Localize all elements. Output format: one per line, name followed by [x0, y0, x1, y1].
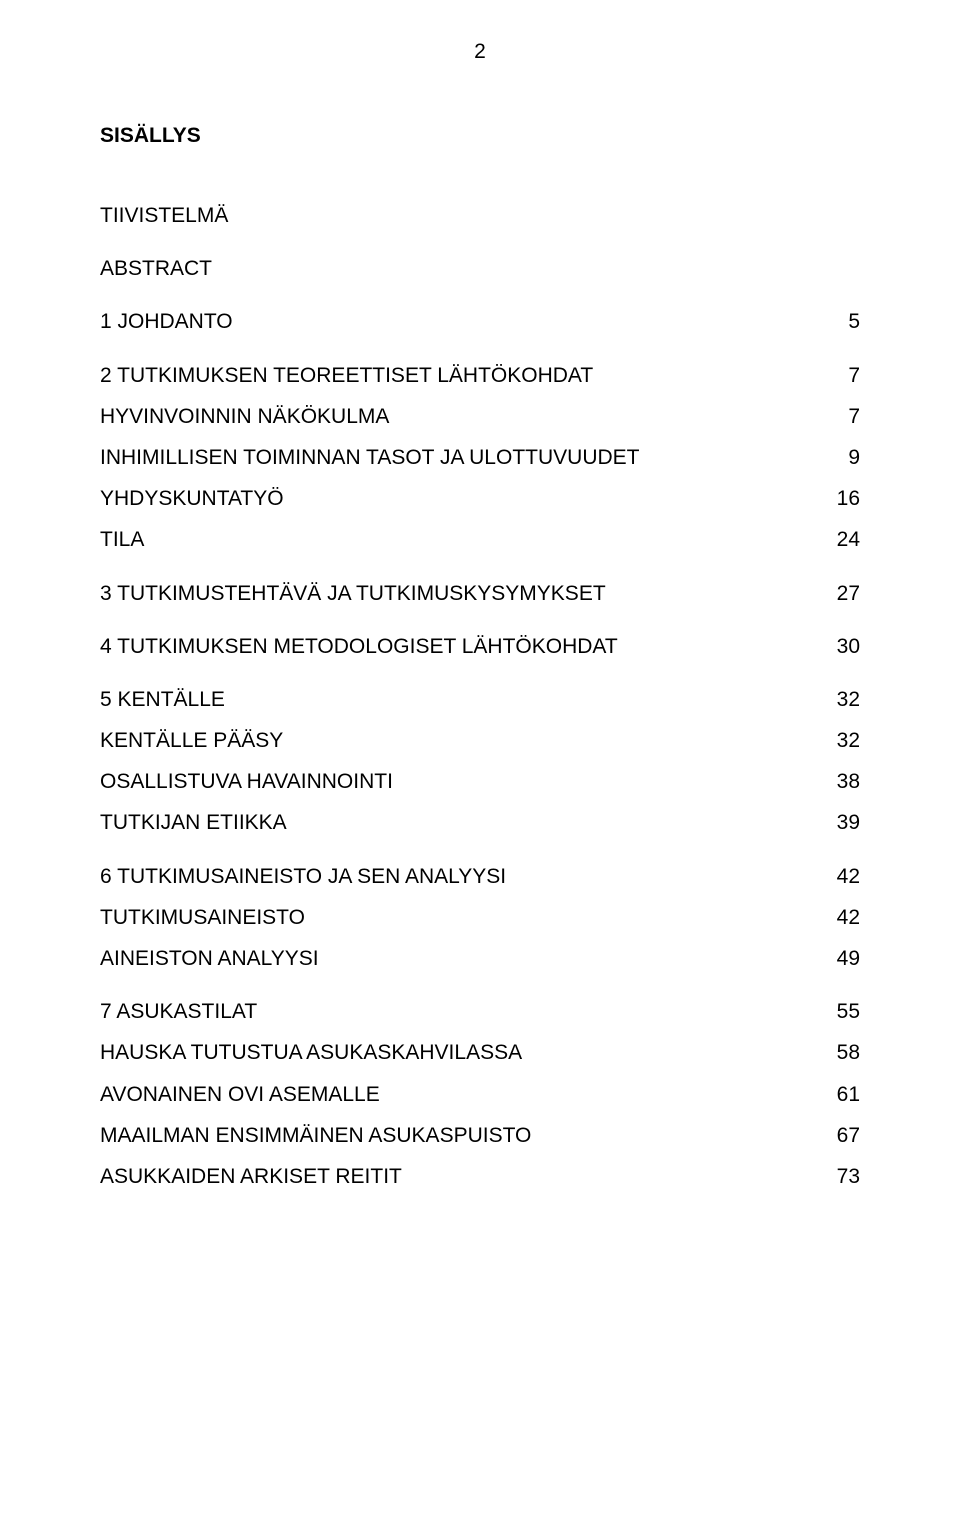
toc-entry: 1 JOHDANTO 5 — [100, 309, 860, 334]
toc-entry: AINEISTON ANALYYSI 49 — [100, 946, 860, 971]
toc-entry-page: 61 — [820, 1082, 860, 1107]
toc-entry-label: 4 TUTKIMUKSEN METODOLOGISET LÄHTÖKOHDAT — [100, 634, 618, 659]
toc-entry-label: 7 ASUKASTILAT — [100, 999, 257, 1024]
toc-entry-page: 7 — [820, 404, 860, 429]
toc-entry-label: 2 TUTKIMUKSEN TEOREETTISET LÄHTÖKOHDAT — [100, 363, 593, 388]
toc-entry-page: 42 — [820, 864, 860, 889]
toc-entry-page: 73 — [820, 1164, 860, 1189]
toc-entry-label: TIIVISTELMÄ — [100, 203, 228, 228]
toc-entry-label: AVONAINEN OVI ASEMALLE — [100, 1082, 380, 1107]
toc-entry: TUTKIJAN ETIIKKA 39 — [100, 810, 860, 835]
toc-entry-page: 7 — [820, 363, 860, 388]
toc-entry: 7 ASUKASTILAT 55 — [100, 999, 860, 1024]
toc-entry: 2 TUTKIMUKSEN TEOREETTISET LÄHTÖKOHDAT 7 — [100, 363, 860, 388]
toc-entry: YHDYSKUNTATYÖ 16 — [100, 486, 860, 511]
toc-entry: ASUKKAIDEN ARKISET REITIT 73 — [100, 1164, 860, 1189]
toc-entry-page: 5 — [820, 309, 860, 334]
toc-entry-page: 32 — [820, 687, 860, 712]
toc-entry-page: 67 — [820, 1123, 860, 1148]
toc-entry-label: TUTKIJAN ETIIKKA — [100, 810, 287, 835]
toc-list: TIIVISTELMÄ ABSTRACT 1 JOHDANTO 5 2 TUTKIMUK… — [100, 203, 860, 1189]
toc-entry-label: TUTKIMUSAINEISTO — [100, 905, 305, 930]
toc-entry-page: 58 — [820, 1040, 860, 1065]
toc-entry-page: 38 — [820, 769, 860, 794]
toc-entry: 4 TUTKIMUKSEN METODOLOGISET LÄHTÖKOHDAT 3… — [100, 634, 860, 659]
toc-entry-label: 6 TUTKIMUSAINEISTO JA SEN ANALYYSI — [100, 864, 506, 889]
toc-entry-page: 24 — [820, 527, 860, 552]
toc-entry-label: ASUKKAIDEN ARKISET REITIT — [100, 1164, 402, 1189]
toc-entry: AVONAINEN OVI ASEMALLE 61 — [100, 1082, 860, 1107]
toc-entry: 5 KENTÄLLE 32 — [100, 687, 860, 712]
toc-entry-page: 42 — [820, 905, 860, 930]
toc-entry-label: 3 TUTKIMUSTEHTÄVÄ JA TUTKIMUSKYSYMYKSET — [100, 581, 606, 606]
toc-entry: INHIMILLISEN TOIMINNAN TASOT JA ULOTTUVU… — [100, 445, 860, 470]
toc-entry-label: HYVINVOINNIN NÄKÖKULMA — [100, 404, 389, 429]
toc-entry-label: 5 KENTÄLLE — [100, 687, 225, 712]
toc-entry-label: OSALLISTUVA HAVAINNOINTI — [100, 769, 393, 794]
toc-entry: ABSTRACT — [100, 256, 860, 281]
toc-entry: TIIVISTELMÄ — [100, 203, 860, 228]
toc-entry-page: 39 — [820, 810, 860, 835]
toc-entry: 3 TUTKIMUSTEHTÄVÄ JA TUTKIMUSKYSYMYKSET 2… — [100, 581, 860, 606]
toc-entry-label: KENTÄLLE PÄÄSY — [100, 728, 283, 753]
toc-entry-label: TILA — [100, 527, 144, 552]
toc-entry-label: HAUSKA TUTUSTUA ASUKASKAHVILASSA — [100, 1040, 522, 1065]
toc-entry-label: INHIMILLISEN TOIMINNAN TASOT JA ULOTTUVU… — [100, 445, 639, 470]
toc-entry-page: 16 — [820, 486, 860, 511]
toc-title: SISÄLLYS — [100, 124, 860, 148]
toc-entry-page: 9 — [820, 445, 860, 470]
toc-entry-label: ABSTRACT — [100, 256, 212, 281]
toc-entry: KENTÄLLE PÄÄSY 32 — [100, 728, 860, 753]
toc-entry: TILA 24 — [100, 527, 860, 552]
toc-entry: HAUSKA TUTUSTUA ASUKASKAHVILASSA 58 — [100, 1040, 860, 1065]
toc-entry-label: 1 JOHDANTO — [100, 309, 233, 334]
toc-entry-page: 55 — [820, 999, 860, 1024]
toc-entry-label: AINEISTON ANALYYSI — [100, 946, 319, 971]
toc-entry: 6 TUTKIMUSAINEISTO JA SEN ANALYYSI 42 — [100, 864, 860, 889]
toc-entry-page: 30 — [820, 634, 860, 659]
toc-entry: OSALLISTUVA HAVAINNOINTI 38 — [100, 769, 860, 794]
toc-entry-label: MAAILMAN ENSIMMÄINEN ASUKASPUISTO — [100, 1123, 531, 1148]
toc-entry: HYVINVOINNIN NÄKÖKULMA 7 — [100, 404, 860, 429]
toc-entry: MAAILMAN ENSIMMÄINEN ASUKASPUISTO 67 — [100, 1123, 860, 1148]
toc-entry-page: 49 — [820, 946, 860, 971]
toc-entry-page: 32 — [820, 728, 860, 753]
toc-entry: TUTKIMUSAINEISTO 42 — [100, 905, 860, 930]
page-number: 2 — [100, 40, 860, 64]
toc-entry-page: 27 — [820, 581, 860, 606]
toc-entry-label: YHDYSKUNTATYÖ — [100, 486, 284, 511]
